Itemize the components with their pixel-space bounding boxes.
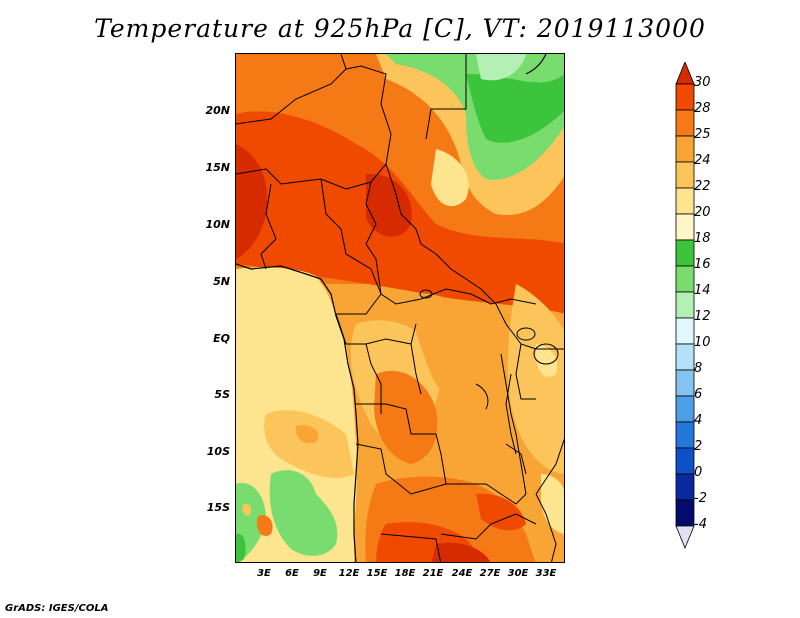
lon-label-33e: 33E <box>535 568 557 579</box>
colorbar-box <box>675 499 695 527</box>
colorbar-box <box>675 447 695 475</box>
colorbar-label: 10 <box>694 335 711 350</box>
lon-label-21e: 21E <box>422 568 444 579</box>
colorbar-box <box>675 291 695 319</box>
colorbar-label: 18 <box>694 231 711 246</box>
colorbar-label: 22 <box>694 179 711 194</box>
lakes <box>419 289 559 475</box>
lon-label-30e: 30E <box>507 568 529 579</box>
grads-credit: GrADS: IGES/COLA <box>5 603 109 614</box>
coastline <box>236 54 547 562</box>
colorbar-box <box>675 473 695 501</box>
colorbar-label: -2 <box>694 491 707 506</box>
colorbar-bottom-triangle <box>675 525 695 550</box>
colorbar-box <box>675 109 695 137</box>
field-sw-warm-spot <box>242 503 252 516</box>
colorbar-box <box>675 369 695 397</box>
colorbar-label: 4 <box>694 413 703 428</box>
colorbar-box <box>675 213 695 241</box>
colorbar-label: 12 <box>694 309 711 324</box>
field-sw-hot-spot <box>257 515 273 536</box>
colorbar-box <box>675 83 695 111</box>
colorbar-box <box>675 395 695 423</box>
field-atlantic-patch <box>295 425 319 444</box>
field-sw-dark-green <box>236 533 246 562</box>
colorbar-label: 25 <box>694 127 711 142</box>
lon-label-6e: 6E <box>285 568 299 579</box>
field-ne-dark-green <box>466 74 564 143</box>
field-ne-light-green <box>476 54 526 81</box>
colorbar-label: 2 <box>694 439 703 454</box>
temperature-map <box>235 53 565 563</box>
field-atlantic-warm <box>264 410 354 479</box>
lat-label-10s: 10S <box>206 445 230 458</box>
field-east-warm <box>507 284 564 474</box>
lon-label-18e: 18E <box>394 568 416 579</box>
field-congo-hot <box>374 370 438 464</box>
colorbar-label: 20 <box>694 205 711 220</box>
colorbar-label: 6 <box>694 387 703 402</box>
lon-label-9e: 9E <box>313 568 327 579</box>
field-east-pale <box>535 344 558 377</box>
field-chad-hottest <box>366 173 412 237</box>
field-ne-pale <box>431 149 469 207</box>
colorbar-box <box>675 161 695 189</box>
colorbar-box <box>675 265 695 293</box>
lat-label-eq: EQ <box>213 332 230 345</box>
field-se-pale <box>541 474 564 534</box>
field-sw-green <box>269 470 338 556</box>
colorbar-label: -4 <box>694 517 707 532</box>
colorbar-label: 30 <box>694 75 711 90</box>
lon-label-3e: 3E <box>257 568 271 579</box>
colorbar-label: 8 <box>694 361 703 376</box>
lon-label-24e: 24E <box>451 568 473 579</box>
colorbar-label: 28 <box>694 101 711 116</box>
field-central <box>406 293 510 414</box>
colorbar-label: 24 <box>694 153 711 168</box>
colorbar-top-triangle <box>675 62 695 85</box>
lon-label-27e: 27E <box>479 568 501 579</box>
lat-label-5s: 5S <box>214 388 230 401</box>
field-south-hottest <box>431 542 491 562</box>
field-zambia-hot <box>476 493 526 531</box>
lat-label-10n: 10N <box>205 218 230 231</box>
lat-label-15n: 15N <box>205 161 230 174</box>
colorbar-box <box>675 343 695 371</box>
colorbar-box <box>675 187 695 215</box>
lon-label-12e: 12E <box>338 568 360 579</box>
lon-label-15e: 15E <box>366 568 388 579</box>
colorbar-box <box>675 135 695 163</box>
colorbar <box>675 62 695 550</box>
lat-label-15s: 15S <box>206 501 230 514</box>
colorbar-box <box>675 239 695 267</box>
colorbar-label: 14 <box>694 283 711 298</box>
colorbar-box <box>675 317 695 345</box>
lat-label-5n: 5N <box>213 275 230 288</box>
colorbar-box <box>675 421 695 449</box>
colorbar-label: 16 <box>694 257 711 272</box>
lat-label-20n: 20N <box>205 104 230 117</box>
map-field <box>236 54 564 562</box>
country-borders <box>236 54 564 562</box>
chart-title: Temperature at 925hPa [C], VT: 201911300… <box>94 14 706 43</box>
colorbar-label: 0 <box>694 465 703 480</box>
